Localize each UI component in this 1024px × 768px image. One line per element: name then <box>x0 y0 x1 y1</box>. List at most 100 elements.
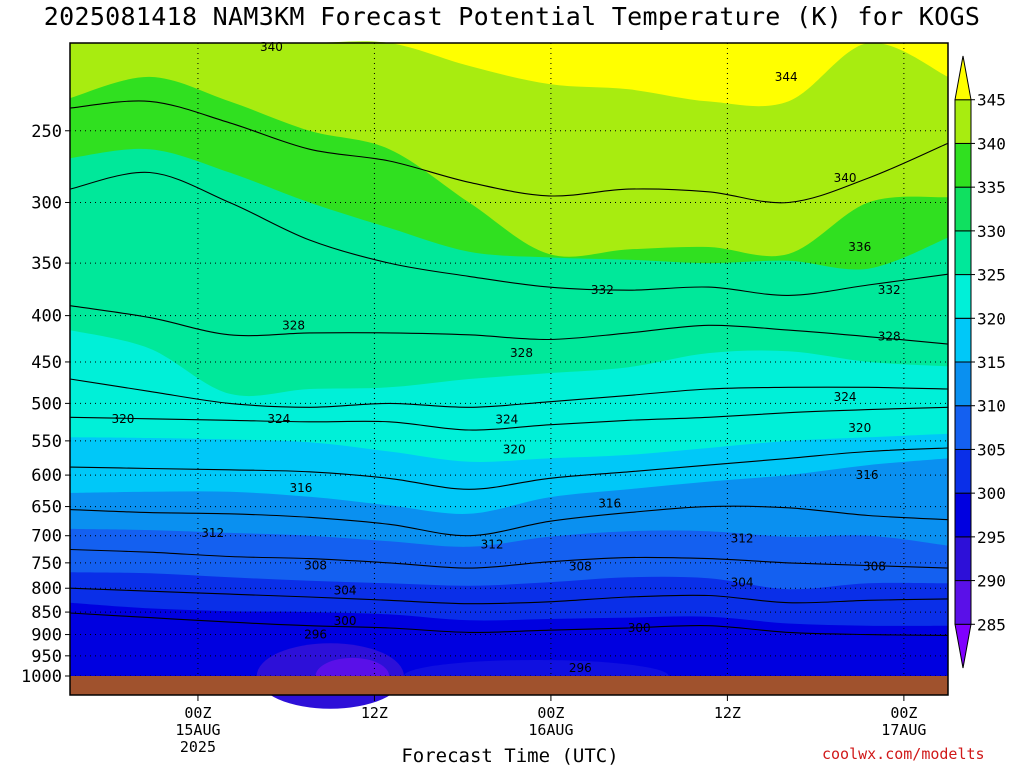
contour-line-4 <box>69 406 949 431</box>
y-tick-label: 1000 <box>21 667 62 687</box>
y-tick-label: 600 <box>31 466 62 486</box>
contour-line-6 <box>69 505 949 537</box>
colorbar-segment <box>954 317 972 363</box>
ground-surface <box>70 676 948 695</box>
contour-label: 296 <box>569 661 592 675</box>
colorbar-label: 295 <box>977 528 1006 547</box>
colorbar-segment <box>954 142 972 188</box>
colorbar-label: 315 <box>977 353 1006 372</box>
contour-label: 312 <box>481 538 504 552</box>
colorbar-label: 320 <box>977 309 1006 328</box>
x-tick-label: 2025 <box>180 738 216 756</box>
contour-label: 300 <box>628 621 651 635</box>
colorbar-segment <box>954 492 972 538</box>
colorbar-segment <box>954 448 972 494</box>
contour-label: 340 <box>834 171 857 185</box>
contour-label: 324 <box>495 413 518 427</box>
colorbar-segment <box>954 361 972 407</box>
credit-link[interactable]: coolwx.com/modelts <box>822 745 985 763</box>
grid-lines <box>70 43 948 677</box>
colorbar-segment <box>954 55 972 101</box>
x-tick-label: 00Z <box>890 704 917 722</box>
colorbar-segment <box>954 536 972 582</box>
y-tick-label: 500 <box>31 394 62 414</box>
contour-label: 324 <box>834 390 857 404</box>
colorbar-label: 310 <box>977 397 1006 416</box>
contour-label: 320 <box>111 412 134 426</box>
colorbar-segment <box>954 99 972 144</box>
colorbar-label: 300 <box>977 484 1006 503</box>
contour-label: 308 <box>569 560 592 574</box>
colorbar-label: 330 <box>977 222 1006 241</box>
y-tick-label: 400 <box>31 307 62 327</box>
contour-line-8 <box>69 587 949 605</box>
contour-label: 332 <box>878 283 901 297</box>
y-tick-label: 950 <box>31 647 62 667</box>
x-tick-label: 17AUG <box>881 721 926 739</box>
colorbar: 285 290 295 300 305 310 315 320 325 330 335 340 345 <box>954 55 1006 669</box>
x-tick-label: 00Z <box>537 704 564 722</box>
y-tick-label: 650 <box>31 498 62 518</box>
colorbar-label: 290 <box>977 572 1006 591</box>
contour-label: 312 <box>731 532 754 546</box>
x-tick-label: 00Z <box>184 704 211 722</box>
colorbar-segment <box>954 405 972 450</box>
colorbar-label: 340 <box>977 134 1006 153</box>
contour-label: 300 <box>334 614 357 628</box>
y-tick-label: 850 <box>31 603 62 623</box>
y-tick-label: 700 <box>31 527 62 547</box>
contour-label: 304 <box>334 584 357 598</box>
y-tick-label: 550 <box>31 432 62 452</box>
x-tick-label: 16AUG <box>528 721 573 739</box>
contour-label: 316 <box>289 481 312 495</box>
y-tick-label: 250 <box>31 122 62 142</box>
chart-title: 2025081418 NAM3KM Forecast Potential Tem… <box>43 2 981 31</box>
contour-label: 328 <box>510 346 533 360</box>
y-axis: 250 300 350 400 450 500 550 600 650 700 750 800 850 9… <box>21 122 70 687</box>
colorbar-segment <box>954 274 972 319</box>
contour-label: 320 <box>848 421 871 435</box>
contour-line-9 <box>69 612 949 636</box>
contour-label: 312 <box>201 526 224 540</box>
x-tick-label: 12Z <box>714 704 741 722</box>
contour-line-1 <box>69 171 949 296</box>
contour-line-0 <box>69 100 949 204</box>
colorbar-segment <box>954 623 972 669</box>
y-tick-label: 300 <box>31 193 62 213</box>
contour-label: 332 <box>591 283 614 297</box>
contour-label: 320 <box>503 442 526 456</box>
colorbar-label: 305 <box>977 440 1006 459</box>
contour-label: 328 <box>878 330 901 344</box>
plot-frame <box>69 42 949 696</box>
x-axis-label: Forecast Time (UTC) <box>401 745 619 767</box>
y-tick-label: 800 <box>31 579 62 599</box>
contour-label: 328 <box>282 318 305 332</box>
y-tick-label: 750 <box>31 554 62 574</box>
contour-label: 324 <box>267 412 290 426</box>
y-tick-label: 900 <box>31 626 62 646</box>
colorbar-label: 325 <box>977 266 1006 285</box>
y-tick-label: 350 <box>31 254 62 274</box>
contour-label: 344 <box>775 70 798 84</box>
x-tick-label: 15AUG <box>175 721 220 739</box>
contour-label: 304 <box>731 575 754 589</box>
contour-label: 296 <box>304 628 327 642</box>
contour-label: 316 <box>598 497 621 511</box>
contour-line-3 <box>69 378 949 408</box>
colorbar-label: 335 <box>977 178 1006 197</box>
colorbar-segment <box>954 186 972 232</box>
colorbar-segment <box>954 580 972 625</box>
colorbar-label: 345 <box>977 91 1006 110</box>
contour-label: 308 <box>863 560 886 574</box>
contour-label: 340 <box>260 40 283 54</box>
contour-label: 316 <box>856 468 879 482</box>
colorbar-label: 285 <box>977 615 1006 634</box>
x-tick-label: 12Z <box>361 704 388 722</box>
contour-label: 336 <box>848 240 871 254</box>
y-tick-label: 450 <box>31 353 62 373</box>
contour-label: 308 <box>304 558 327 572</box>
filled-bands <box>70 41 948 709</box>
colorbar-segment <box>954 230 972 276</box>
